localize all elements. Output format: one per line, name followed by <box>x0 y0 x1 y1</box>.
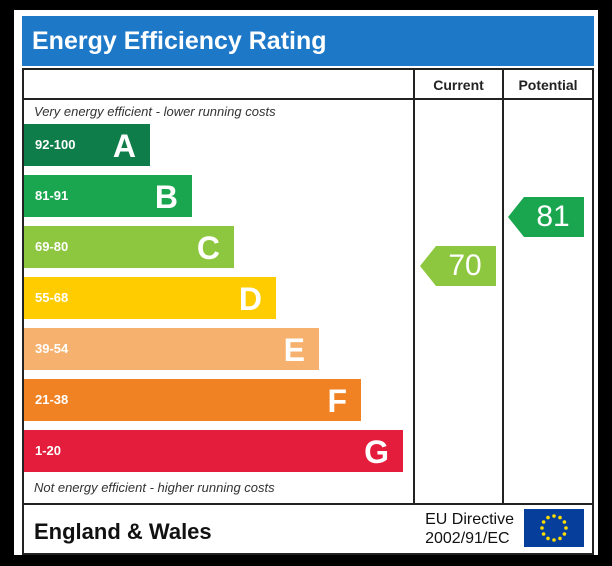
column-header-current: Current <box>433 77 484 93</box>
band-letter: D <box>238 281 262 317</box>
band-letter: B <box>154 179 178 215</box>
eu-directive-line2: 2002/91/EC <box>425 530 510 547</box>
band-b: 81-91 B <box>24 175 192 217</box>
band-e: 39-54 E <box>24 328 319 370</box>
band-range: 81-91 <box>35 188 69 203</box>
band-a: 92-100 A <box>24 124 150 166</box>
energy-rating-card: Energy Efficiency Rating Current Potenti… <box>14 10 598 555</box>
header-divider <box>24 98 592 100</box>
top-caption: Very energy efficient - lower running co… <box>34 104 276 119</box>
band-range: 21-38 <box>35 392 69 407</box>
band-letter: F <box>327 383 347 419</box>
eu-directive-line1: EU Directive <box>425 511 514 528</box>
eu-directive: EU Directive 2002/91/EC <box>425 510 514 548</box>
current-rating-arrow: 70 <box>420 246 496 286</box>
column-divider-potential <box>502 70 504 503</box>
eu-stars-icon <box>540 514 568 542</box>
band-g: 1-20 G <box>24 430 403 472</box>
eu-flag-icon <box>524 509 584 547</box>
band-range: 1-20 <box>35 443 62 458</box>
band-letter: A <box>112 128 136 164</box>
footer-region: England & Wales <box>34 519 212 544</box>
band-c: 69-80 C <box>24 226 234 268</box>
band-range: 55-68 <box>35 290 69 305</box>
band-d: 55-68 D <box>24 277 276 319</box>
band-f: 21-38 F <box>24 379 361 421</box>
chart-title: Energy Efficiency Rating <box>22 16 594 66</box>
band-letter: E <box>283 332 305 368</box>
rating-table: Current Potential Very energy efficient … <box>22 68 594 555</box>
band-letter: C <box>196 230 220 266</box>
band-letter: G <box>364 434 389 470</box>
column-divider-current <box>413 70 415 503</box>
potential-rating-arrow: 81 <box>508 197 584 237</box>
bottom-caption: Not energy efficient - higher running co… <box>34 480 275 495</box>
band-range: 92-100 <box>35 137 76 152</box>
band-range: 69-80 <box>35 239 69 254</box>
column-header-potential: Potential <box>518 77 578 93</box>
band-range: 39-54 <box>35 341 69 356</box>
footer-divider <box>24 503 592 505</box>
